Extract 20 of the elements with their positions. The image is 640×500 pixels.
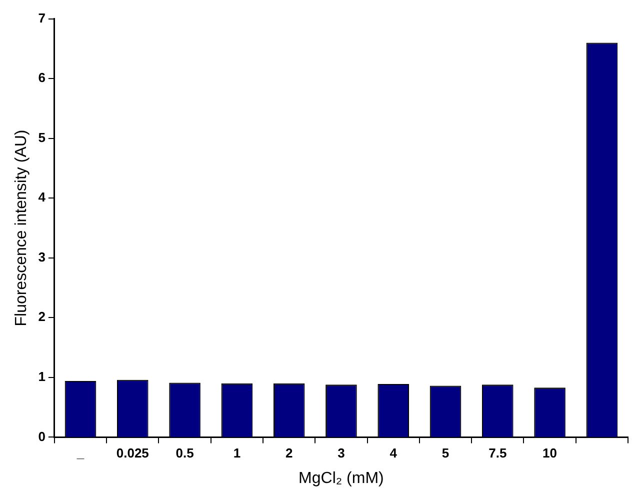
y-tick-label: 0 (38, 428, 46, 444)
x-tick-label: 7.5 (488, 446, 507, 461)
y-tick-label: 1 (38, 369, 46, 384)
x-tick-label: _ (76, 446, 85, 461)
x-tick-label: 0.025 (116, 446, 149, 461)
y-tick-label: 2 (38, 309, 46, 324)
y-axis-title: Fluorescence intensity (AU) (13, 130, 30, 326)
x-tick-label: 1 (233, 446, 241, 461)
x-tick-label: 3 (338, 446, 345, 461)
y-tick-label: 7 (38, 10, 46, 26)
x-tick-label: 4 (390, 446, 398, 461)
y-tick-label: 3 (38, 249, 46, 264)
x-tick-label: 0.5 (176, 446, 194, 461)
y-tick-label: 6 (38, 70, 46, 86)
x-tick-label: 2 (285, 446, 293, 461)
x-tick-label: 10 (542, 446, 558, 461)
y-tick-label: 5 (38, 130, 46, 145)
x-tick-label: 5 (442, 446, 450, 461)
y-tick-label: 4 (38, 190, 46, 205)
x-axis-title: MgCl₂ (mM) (298, 470, 384, 487)
